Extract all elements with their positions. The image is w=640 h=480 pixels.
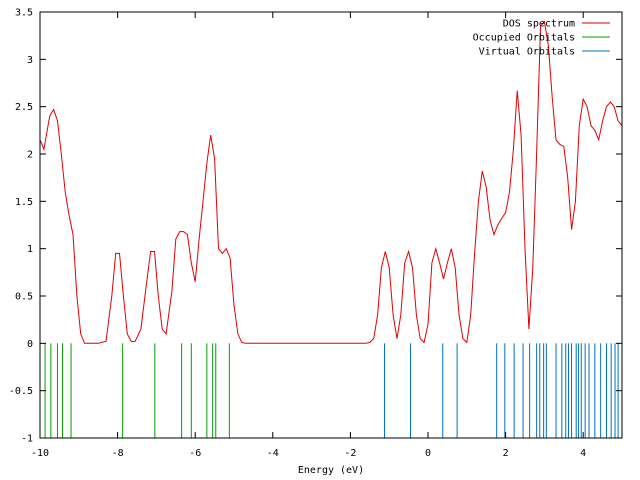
legend-label: Virtual Orbitals (479, 47, 575, 58)
legend-label: Occupied Orbitals (473, 33, 575, 44)
y-tick-label: 2 (27, 150, 33, 161)
tick-layer: -10 -8 -6 -4 -2 0 2 4 -1 -0.5 0 0.5 1 1.5 2 2.5 3 3.5 (9, 8, 622, 459)
y-tick-label: 3 (27, 55, 33, 66)
x-tick-label: 0 (425, 448, 431, 459)
impulse-layer (44, 343, 619, 438)
legend: DOS spectrum Occupied Orbitals Virtual Orb… (473, 19, 610, 58)
y-tick-label: 1.5 (15, 197, 33, 208)
x-axis-label: Energy (eV) (298, 465, 364, 476)
y-tick-label: 2.5 (15, 102, 33, 113)
x-tick-label: -8 (112, 448, 124, 459)
legend-entry-virtual: Virtual Orbitals (479, 47, 610, 58)
x-tick-label: 4 (580, 448, 586, 459)
legend-entry-occupied: Occupied Orbitals (473, 33, 610, 44)
dos-spectrum-line (39, 20, 623, 344)
x-tick-label: -10 (31, 448, 49, 459)
legend-label: DOS spectrum (503, 19, 575, 30)
line-layer (39, 20, 623, 344)
plot-frame (39, 11, 623, 439)
y-tick-label: 0.5 (15, 292, 33, 303)
legend-entry-dos: DOS spectrum (503, 19, 610, 30)
y-tick-label: 0 (27, 339, 33, 350)
x-tick-label: -6 (189, 448, 201, 459)
y-tick-label: -1 (21, 434, 33, 445)
x-tick-label: -4 (267, 448, 279, 459)
x-tick-label: 2 (503, 448, 509, 459)
y-tick-label: -0.5 (9, 386, 33, 397)
x-tick-label: -2 (344, 448, 356, 459)
y-tick-label: 3.5 (15, 8, 33, 19)
y-tick-label: 1 (27, 244, 33, 255)
